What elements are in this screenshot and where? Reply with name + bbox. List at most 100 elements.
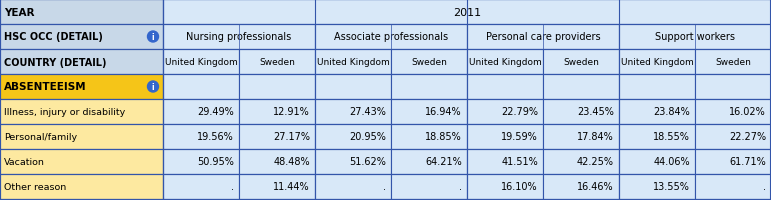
Bar (315, 75, 391, 100)
Bar (163, 75, 239, 100)
Bar (315, 25, 467, 50)
Bar (467, 25, 619, 50)
Bar (543, 149, 619, 174)
Bar (543, 50, 619, 75)
Bar (163, 0, 771, 25)
Text: 2011: 2011 (453, 7, 481, 17)
Text: 12.91%: 12.91% (273, 107, 310, 117)
Bar (391, 75, 467, 100)
Text: YEAR: YEAR (4, 7, 35, 17)
Bar (239, 50, 315, 75)
Bar (0, 174, 163, 199)
Text: 64.21%: 64.21% (426, 157, 462, 167)
Bar (163, 25, 315, 50)
Text: 22.27%: 22.27% (729, 132, 766, 142)
Text: United Kingdom: United Kingdom (621, 58, 693, 67)
Bar (467, 124, 543, 149)
Bar (163, 124, 239, 149)
Bar (315, 50, 391, 75)
Text: 17.84%: 17.84% (577, 132, 614, 142)
Bar (239, 124, 315, 149)
Text: .: . (231, 182, 234, 192)
Text: 61.71%: 61.71% (729, 157, 766, 167)
Text: 18.85%: 18.85% (426, 132, 462, 142)
Bar (391, 124, 467, 149)
Bar (543, 174, 619, 199)
Text: 42.25%: 42.25% (577, 157, 614, 167)
Text: 27.17%: 27.17% (273, 132, 310, 142)
Bar (695, 174, 771, 199)
Bar (467, 50, 543, 75)
Text: Personal/family: Personal/family (4, 132, 77, 141)
Bar (695, 149, 771, 174)
Text: i: i (152, 33, 154, 42)
Text: United Kingdom: United Kingdom (165, 58, 237, 67)
Text: Sweden: Sweden (715, 58, 751, 67)
Text: 19.59%: 19.59% (501, 132, 538, 142)
Bar (163, 174, 239, 199)
Bar (239, 149, 315, 174)
Bar (0, 100, 163, 124)
Text: Personal care providers: Personal care providers (486, 32, 601, 42)
Bar (467, 75, 543, 100)
Text: Illness, injury or disability: Illness, injury or disability (4, 107, 125, 116)
Text: 41.51%: 41.51% (501, 157, 538, 167)
Text: Sweden: Sweden (259, 58, 295, 67)
Text: 22.79%: 22.79% (501, 107, 538, 117)
Text: 18.55%: 18.55% (653, 132, 690, 142)
Text: 16.10%: 16.10% (501, 182, 538, 192)
Bar (163, 149, 239, 174)
Text: Sweden: Sweden (411, 58, 447, 67)
Bar (695, 124, 771, 149)
Text: 23.45%: 23.45% (577, 107, 614, 117)
Bar (543, 124, 619, 149)
Text: Vacation: Vacation (4, 157, 45, 166)
Text: .: . (459, 182, 462, 192)
Bar (391, 100, 467, 124)
Text: Other reason: Other reason (4, 182, 66, 191)
Text: 20.95%: 20.95% (349, 132, 386, 142)
Text: i: i (152, 83, 154, 92)
Bar (0, 25, 163, 50)
Text: .: . (383, 182, 386, 192)
Bar (695, 75, 771, 100)
Text: 11.44%: 11.44% (274, 182, 310, 192)
Bar (0, 50, 163, 75)
Bar (543, 75, 619, 100)
Bar (619, 149, 695, 174)
Bar (619, 100, 695, 124)
Bar (695, 50, 771, 75)
Text: Associate professionals: Associate professionals (334, 32, 448, 42)
Text: United Kingdom: United Kingdom (469, 58, 541, 67)
Text: 16.02%: 16.02% (729, 107, 766, 117)
Text: 48.48%: 48.48% (274, 157, 310, 167)
Bar (391, 174, 467, 199)
Bar (0, 149, 163, 174)
Bar (619, 25, 771, 50)
Bar (315, 100, 391, 124)
Bar (163, 100, 239, 124)
Text: 27.43%: 27.43% (349, 107, 386, 117)
Bar (695, 100, 771, 124)
Bar (315, 124, 391, 149)
Bar (467, 100, 543, 124)
Text: .: . (763, 182, 766, 192)
Bar (467, 174, 543, 199)
Bar (0, 124, 163, 149)
Bar (315, 149, 391, 174)
Bar (0, 75, 163, 100)
Bar (619, 124, 695, 149)
Text: 13.55%: 13.55% (653, 182, 690, 192)
Bar (0, 0, 163, 25)
Bar (163, 50, 239, 75)
Text: 23.84%: 23.84% (653, 107, 690, 117)
Text: United Kingdom: United Kingdom (317, 58, 389, 67)
Bar (391, 50, 467, 75)
Bar (315, 174, 391, 199)
Text: HSC OCC (DETAIL): HSC OCC (DETAIL) (4, 32, 103, 42)
Text: 16.94%: 16.94% (426, 107, 462, 117)
Text: Sweden: Sweden (563, 58, 599, 67)
Bar (239, 100, 315, 124)
Text: 51.62%: 51.62% (349, 157, 386, 167)
Bar (619, 50, 695, 75)
